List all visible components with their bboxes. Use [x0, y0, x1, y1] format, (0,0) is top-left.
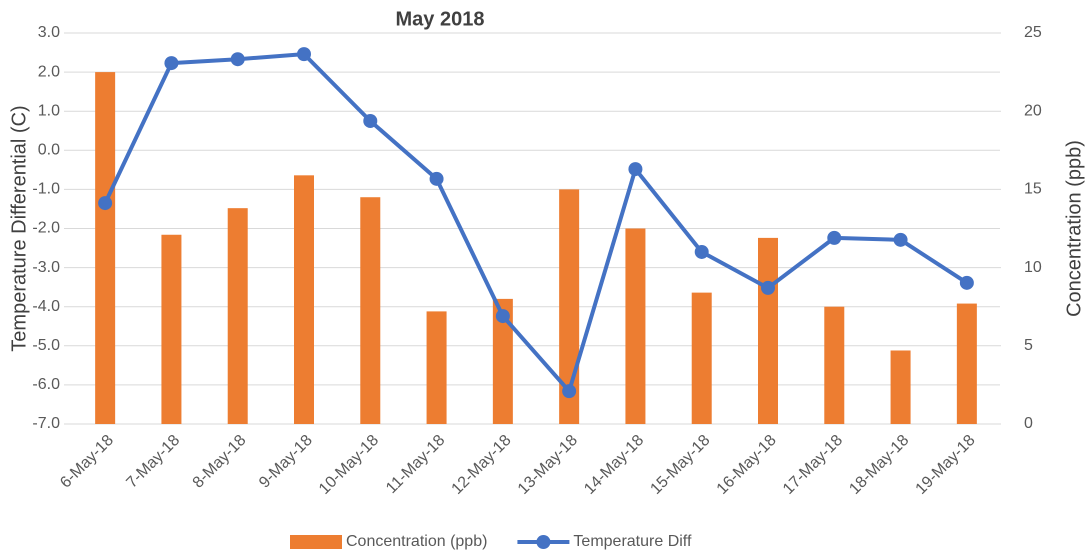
y-tick-label: -1.0: [32, 181, 60, 198]
legend-marker: [536, 535, 551, 549]
bar: [824, 306, 845, 424]
y-tick-label: -6.0: [32, 376, 60, 393]
line-marker: [495, 309, 510, 324]
x-tick-label: 16-May-18: [714, 432, 780, 498]
bar: [492, 298, 513, 424]
line-marker: [628, 162, 643, 177]
bar: [227, 208, 248, 424]
y-tick-label: -2.0: [32, 220, 60, 237]
x-tick-label: 15-May-18: [647, 432, 713, 498]
line-marker: [827, 230, 842, 245]
line-marker: [429, 171, 444, 186]
bar: [691, 292, 712, 424]
legend-label: Concentration (ppb): [346, 533, 487, 550]
legend-item: Concentration (ppb): [290, 533, 487, 550]
line-marker: [363, 113, 378, 128]
bar: [758, 237, 778, 424]
x-tick-label: 12-May-18: [449, 432, 515, 498]
x-tick-label: 8-May-18: [190, 432, 250, 492]
line-marker: [761, 280, 775, 295]
line-marker: [694, 244, 709, 259]
x-tick-label: 17-May-18: [780, 432, 846, 498]
chart-title: May 2018: [396, 8, 485, 30]
x-tick-label: 18-May-18: [846, 432, 912, 498]
y-tick-label: -7.0: [32, 415, 60, 432]
y2-tick-label: 20: [1024, 102, 1042, 119]
bar: [95, 72, 116, 424]
x-tick-label: 7-May-18: [123, 432, 183, 492]
line-marker: [164, 56, 179, 71]
line-marker: [230, 52, 245, 67]
bar: [360, 197, 381, 424]
y-tick-label: 2.0: [38, 63, 60, 80]
y-tick-label: -5.0: [32, 337, 60, 354]
bar: [625, 228, 646, 424]
y-axis-title: Temperature Differential (C): [8, 105, 30, 351]
x-tick-label: 14-May-18: [581, 432, 647, 498]
bar: [956, 303, 977, 424]
bar: [294, 175, 314, 424]
bar: [161, 234, 182, 424]
line-marker: [297, 47, 311, 62]
bar: [559, 189, 580, 424]
y2-tick-label: 10: [1024, 259, 1042, 276]
y2-tick-label: 25: [1024, 24, 1042, 41]
y-tick-label: 0.0: [38, 142, 60, 159]
bar: [890, 350, 911, 424]
legend-item: Temperature Diff: [517, 533, 692, 550]
line-marker: [959, 275, 974, 290]
legend-label: Temperature Diff: [573, 533, 692, 550]
y-tick-label: 3.0: [38, 24, 60, 41]
y2-axis-title: Concentration (ppb): [1063, 140, 1085, 317]
line-marker: [562, 384, 577, 399]
y2-tick-label: 0: [1024, 415, 1033, 432]
y2-tick-label: 15: [1024, 181, 1042, 198]
legend-swatch: [290, 535, 342, 549]
x-tick-label: 10-May-18: [316, 432, 382, 498]
x-tick-label: 13-May-18: [515, 432, 581, 498]
bar: [426, 311, 447, 424]
y-tick-label: 1.0: [38, 102, 60, 119]
line-marker: [98, 196, 113, 211]
y-tick-label: -3.0: [32, 259, 60, 276]
x-tick-label: 11-May-18: [383, 432, 448, 497]
y2-tick-label: 5: [1024, 337, 1033, 354]
x-tick-label: 19-May-18: [913, 432, 979, 498]
x-tick-label: 6-May-18: [57, 432, 117, 492]
x-tick-label: 9-May-18: [256, 432, 316, 492]
line-marker: [893, 232, 908, 247]
y-tick-label: -4.0: [32, 298, 60, 315]
line: [103, 52, 968, 394]
